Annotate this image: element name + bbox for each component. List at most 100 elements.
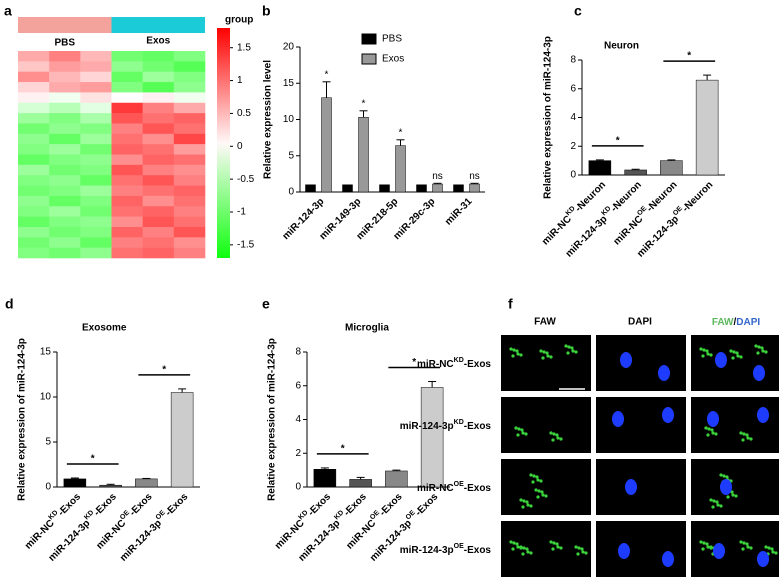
heatmap-cell (142, 185, 175, 197)
heatmap-cell (18, 226, 50, 238)
bar (416, 184, 427, 193)
faw-signal (701, 354, 705, 358)
faw-signal (580, 547, 584, 551)
faw-signal (522, 546, 526, 550)
bar (588, 160, 612, 176)
chart-title: Neuron (604, 41, 639, 52)
faw-signal (542, 350, 546, 354)
heatmap-cell (111, 164, 143, 176)
category-suffix: -Exos (342, 491, 369, 518)
heatmap-cell (111, 71, 143, 83)
faw-signal (746, 545, 750, 549)
dapi-nucleus (707, 411, 719, 427)
x-tick-label: miR-31 (443, 196, 475, 228)
faw-signal (735, 351, 739, 355)
heatmap-cell (80, 154, 112, 166)
y-tick-label: 4 (570, 112, 576, 123)
heatmap-cell (18, 51, 50, 62)
y-tick-label: 5 (45, 437, 51, 448)
heatmap-cell (49, 175, 81, 186)
heatmap-cell (18, 247, 50, 259)
heatmap-cell (80, 185, 112, 197)
category-sup: KD (454, 419, 464, 426)
faw-signal (756, 351, 760, 355)
faw-signal (702, 348, 706, 352)
heatmap-cell (80, 51, 112, 62)
heatmap-cell (142, 175, 175, 186)
faw-signal (715, 500, 719, 504)
faw-signal (559, 546, 563, 550)
faw-signal (699, 347, 703, 351)
legend-title: group (225, 15, 253, 26)
category-name: miR-NC (94, 518, 128, 552)
faw-signal (584, 551, 588, 555)
faw-signal (742, 541, 746, 545)
faw-signal (570, 346, 574, 350)
significance-label: * (616, 136, 620, 147)
faw-signal (764, 350, 768, 354)
faw-signal (716, 503, 720, 507)
y-tick-label: 8 (295, 347, 301, 358)
heatmap-cell (80, 92, 112, 104)
heatmap-cell (111, 226, 143, 238)
heatmap-cell (49, 61, 81, 72)
y-axis-label: Relative expression of miR-124-3p (267, 338, 278, 501)
y-tick-label: 6 (295, 380, 301, 391)
heatmap-cell (80, 102, 112, 114)
colorbar-tick-label: 0 (237, 141, 243, 152)
faw-signal (741, 438, 745, 442)
faw-signal (516, 433, 520, 437)
category-suffix: -Exos (56, 491, 83, 518)
bar (469, 183, 480, 193)
dapi-nucleus (658, 365, 670, 381)
bar (695, 79, 719, 176)
heatmap-cell (49, 185, 81, 197)
y-tick-label: 10 (40, 392, 52, 403)
faw-signal (771, 550, 775, 554)
heatmap-cell (142, 82, 175, 93)
category-suffix: -Exos (127, 491, 154, 518)
micrograph (596, 521, 686, 577)
heatmap-cell (18, 216, 50, 228)
dapi-nucleus (662, 551, 674, 567)
heatmap-cell (173, 175, 206, 186)
chart-title: Microglia (345, 323, 389, 334)
micrograph (596, 335, 686, 391)
faw-signal (576, 552, 580, 556)
colorbar-tick-label: -0.5 (237, 174, 255, 185)
heatmap-cell (49, 247, 81, 259)
category-label: miR-124-3pKD-Exos (400, 419, 492, 431)
chart-title: Exosome (82, 323, 127, 334)
faw-signal (525, 500, 529, 504)
significance-label: * (412, 357, 416, 368)
column-header: FAW (534, 317, 556, 328)
faw-signal (564, 344, 568, 348)
faw-signal (515, 349, 519, 353)
faw-signal (731, 493, 735, 497)
bar (135, 478, 158, 488)
legend-swatch (361, 33, 377, 45)
significance-label: * (341, 444, 345, 455)
heatmap-cell (80, 133, 112, 145)
faw-signal (581, 550, 585, 554)
faw-signal (764, 545, 768, 549)
heatmap-cell (80, 164, 112, 176)
faw-signal (709, 353, 713, 357)
heatmap-cell (111, 216, 143, 228)
heatmap-cell (173, 71, 206, 83)
faw-signal (702, 541, 706, 545)
colorbar-tick-label: -1 (237, 207, 246, 218)
significance-label: * (162, 365, 166, 376)
heatmap-cell (142, 92, 175, 104)
y-tick-label: 15 (40, 347, 52, 358)
faw-signal (709, 498, 713, 502)
category-name: miR-NC (417, 483, 454, 494)
micrograph (691, 335, 779, 391)
bar (432, 183, 443, 193)
faw-signal (701, 547, 705, 551)
heatmap-cell (18, 164, 50, 176)
heatmap-cell (18, 102, 50, 114)
heatmap-cell (111, 82, 143, 93)
heatmap-cell (142, 144, 175, 155)
heatmap-cell (142, 226, 175, 238)
